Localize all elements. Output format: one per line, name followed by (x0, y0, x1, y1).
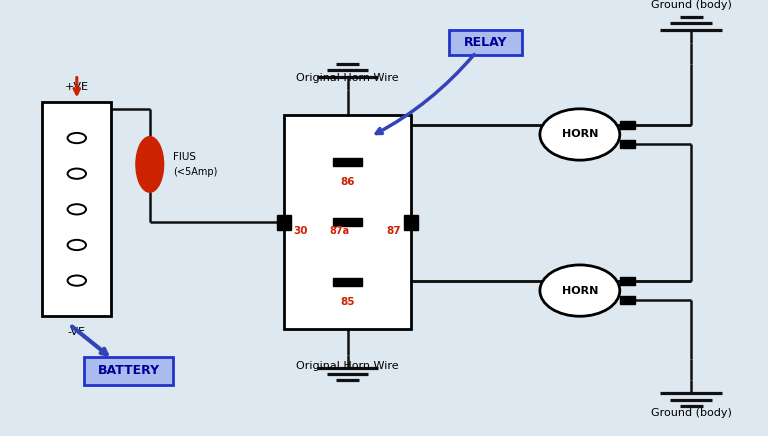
Bar (284, 115, 411, 329)
Text: HORN: HORN (561, 129, 598, 140)
Bar (333, 158, 362, 166)
Text: 30: 30 (294, 226, 308, 236)
Bar (277, 215, 291, 230)
Text: Original Horn Wire: Original Horn Wire (296, 361, 399, 371)
Text: +VE: +VE (65, 82, 89, 92)
Ellipse shape (540, 265, 620, 316)
Text: 85: 85 (340, 297, 355, 307)
Ellipse shape (136, 136, 164, 192)
Text: RELAY: RELAY (464, 36, 508, 48)
Text: BATTERY: BATTERY (98, 364, 160, 377)
Bar (42, 102, 111, 316)
Bar (620, 296, 635, 304)
Bar (620, 121, 635, 129)
Text: FIUS: FIUS (173, 152, 196, 162)
FancyBboxPatch shape (449, 30, 522, 54)
Text: Ground (body): Ground (body) (650, 0, 732, 10)
Text: 87: 87 (386, 226, 402, 236)
Bar (333, 278, 362, 286)
Ellipse shape (540, 109, 620, 160)
Text: (<5Amp): (<5Amp) (173, 167, 217, 177)
Text: Original Horn Wire: Original Horn Wire (296, 73, 399, 83)
Bar (620, 277, 635, 285)
Bar (404, 215, 418, 230)
FancyBboxPatch shape (84, 357, 173, 385)
Text: 87a: 87a (329, 226, 350, 236)
Text: HORN: HORN (561, 286, 598, 296)
Text: 86: 86 (340, 177, 355, 187)
Text: -VE: -VE (68, 327, 86, 337)
Text: Ground (body): Ground (body) (650, 408, 732, 418)
Bar (620, 140, 635, 148)
Bar (333, 218, 362, 226)
